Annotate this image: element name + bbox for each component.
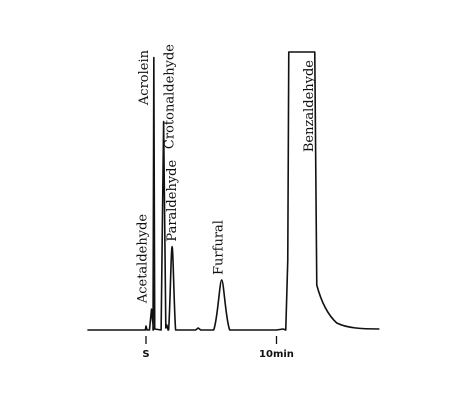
- x-tick-label-0: S: [142, 349, 149, 360]
- chromatogram-trace: [87, 51, 380, 331]
- peak-label-benzaldehyde: Benzaldehyde: [302, 60, 317, 152]
- x-tick-label-1: 10min: [259, 349, 294, 360]
- peak-label-acetaldehyde: Acetaldehyde: [135, 214, 150, 305]
- peak-label-paraldehyde: Paraldehyde: [165, 160, 180, 242]
- chromatogram-trace-group: [87, 51, 380, 331]
- peak-label-acrolein: Acrolein: [137, 49, 152, 106]
- peak-label-crotonaldehyde: Crotonaldehyde: [163, 44, 178, 149]
- peak-labels: Acetaldehyde Acrolein Crotonaldehyde Parald…: [135, 44, 316, 304]
- x-axis: S 10min: [142, 336, 294, 360]
- peak-label-furfural: Furfural: [212, 220, 227, 275]
